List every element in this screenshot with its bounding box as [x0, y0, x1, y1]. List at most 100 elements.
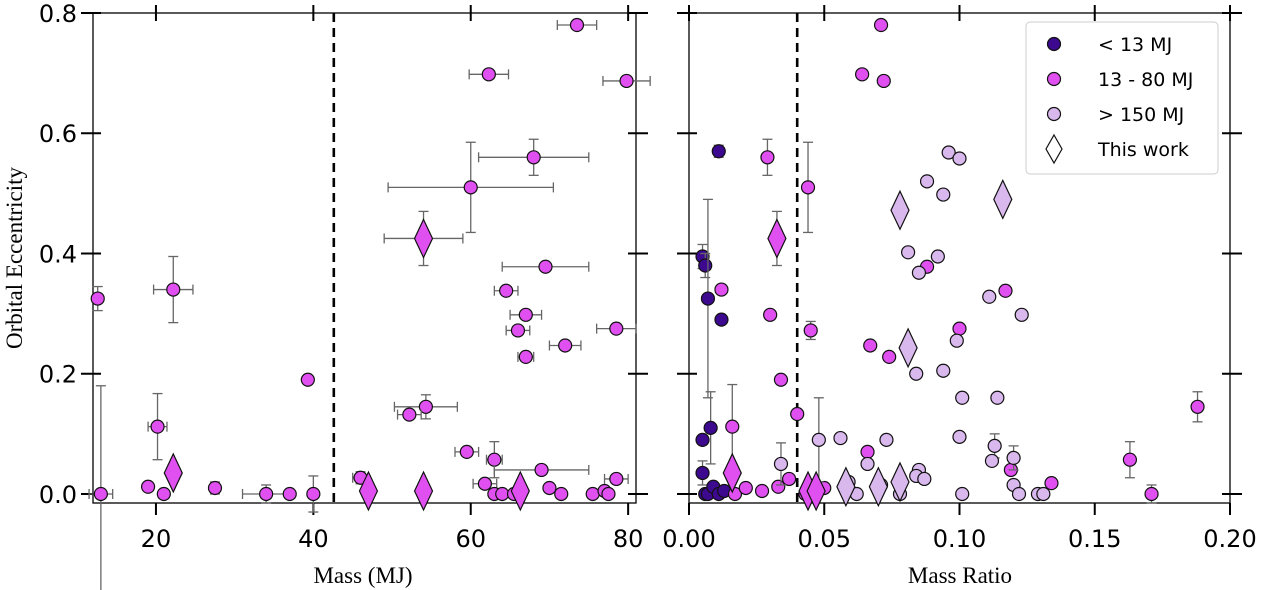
data-point-diamond [163, 452, 183, 494]
x-tick-label: 0.20 [1203, 525, 1256, 553]
data-point [300, 372, 315, 387]
data-point-diamond [993, 178, 1013, 220]
legend-label: 13 - 80 MJ [1098, 69, 1193, 91]
data-point [800, 180, 816, 195]
data-point [1190, 399, 1205, 414]
data-point [984, 453, 1000, 469]
data-point-diamond [510, 470, 530, 512]
x-tick-label: 40 [298, 525, 329, 553]
data-point [873, 17, 889, 33]
data-point-diamond [722, 452, 742, 494]
data-point [773, 372, 789, 387]
data-point [1144, 486, 1159, 502]
legend-marker [1046, 36, 1062, 52]
data-point [1006, 450, 1021, 466]
data-point [402, 407, 417, 422]
data-point [876, 73, 891, 89]
data-point-diamond [358, 470, 379, 512]
data-point [901, 245, 916, 260]
legend-marker [1046, 106, 1062, 122]
data-point [495, 486, 510, 502]
data-point [703, 420, 718, 435]
data-point [1036, 486, 1051, 502]
x-tick-label: 60 [455, 525, 486, 553]
data-point [609, 471, 624, 487]
data-point [259, 486, 274, 502]
legend-label: > 150 MJ [1098, 104, 1184, 126]
data-point [619, 73, 634, 89]
data-point [803, 323, 818, 338]
data-point-diamond [836, 466, 856, 508]
plot-frame [92, 12, 637, 504]
data-point [955, 486, 970, 502]
data-point [499, 283, 514, 298]
data-point [459, 444, 474, 459]
data-point [481, 67, 496, 82]
data-point-diamond [898, 327, 918, 369]
data-point [542, 480, 557, 496]
data-point-diamond [806, 470, 826, 512]
data-point-diamond [767, 218, 787, 259]
data-point [936, 363, 951, 378]
data-point [90, 291, 105, 306]
data-point [714, 312, 729, 327]
data-point [879, 432, 894, 447]
x-tick-label: 0.00 [662, 525, 715, 553]
data-point [781, 471, 797, 487]
x-tick-label: 0.05 [798, 525, 851, 553]
data-point [919, 174, 935, 189]
y-tick-label: 0.4 [39, 240, 77, 268]
data-point [695, 432, 710, 447]
x-tick-label: 0.15 [1068, 525, 1121, 553]
data-point [949, 333, 964, 348]
data-point [917, 471, 932, 487]
x-axis-label-mass-ratio: Mass Ratio [908, 563, 1012, 588]
data-point [1044, 476, 1059, 491]
data-point [1011, 486, 1027, 502]
data-point [140, 479, 156, 494]
data-point [760, 150, 775, 165]
data-point [860, 444, 875, 459]
data-point [156, 486, 171, 502]
data-point [418, 399, 433, 414]
data-point [863, 338, 878, 353]
data-point [601, 486, 616, 502]
data-point [477, 476, 493, 491]
x-tick-label: 0.10 [933, 525, 986, 553]
data-point [725, 419, 740, 434]
data-point [534, 462, 549, 478]
data-point [987, 438, 1002, 453]
legend-box [1025, 21, 1219, 175]
data-point [955, 390, 970, 405]
x-tick-label: 80 [613, 525, 644, 553]
data-point [882, 349, 897, 365]
data-point [282, 486, 297, 502]
data-point [207, 480, 223, 496]
legend-marker [1046, 71, 1062, 87]
x-tick-label: 20 [141, 525, 172, 553]
data-point [952, 321, 967, 336]
y-tick-label: 0.8 [39, 0, 77, 28]
data-point [166, 282, 181, 297]
y-tick-label: 0.6 [39, 120, 77, 148]
data-point [952, 429, 967, 444]
data-point [306, 486, 321, 502]
data-point [711, 144, 726, 159]
data-point-diamond [868, 466, 889, 508]
data-point [558, 338, 573, 353]
data-point [833, 430, 848, 446]
legend-label: This work [1097, 139, 1189, 161]
data-point [93, 486, 108, 502]
data-point [695, 465, 710, 481]
data-point [952, 151, 967, 166]
data-point [982, 289, 997, 304]
data-point [936, 187, 951, 202]
data-point [763, 307, 778, 322]
data-point [790, 406, 805, 422]
data-point [911, 265, 927, 280]
data-point-diamond [413, 470, 434, 512]
data-point [518, 349, 533, 365]
data-point [941, 145, 956, 160]
data-point [714, 282, 729, 297]
